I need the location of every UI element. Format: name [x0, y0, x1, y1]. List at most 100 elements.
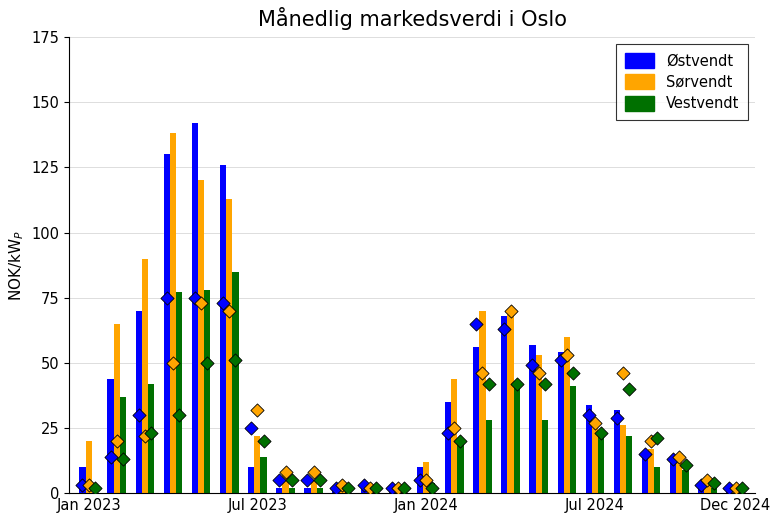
Bar	[289, 488, 295, 493]
Point	[223, 307, 236, 315]
Bar	[508, 311, 514, 493]
Point	[251, 406, 264, 414]
Point	[526, 361, 539, 370]
Bar	[192, 123, 198, 493]
Point	[555, 356, 567, 365]
Bar	[620, 425, 626, 493]
Bar	[276, 488, 282, 493]
Bar	[704, 480, 711, 493]
Bar	[445, 402, 451, 493]
Point	[420, 476, 432, 484]
Bar	[514, 381, 519, 493]
Bar	[542, 420, 548, 493]
Bar	[310, 480, 317, 493]
Point	[307, 468, 320, 476]
Point	[273, 476, 285, 484]
Bar	[570, 386, 576, 493]
Point	[398, 484, 410, 492]
Bar	[670, 459, 676, 493]
Bar	[108, 379, 114, 493]
Point	[201, 359, 214, 367]
Point	[695, 481, 707, 489]
Bar	[395, 488, 401, 493]
Bar	[417, 467, 423, 493]
Bar	[176, 292, 183, 493]
Point	[329, 484, 342, 492]
Point	[76, 481, 89, 489]
Point	[161, 294, 173, 302]
Point	[189, 294, 201, 302]
Bar	[502, 316, 508, 493]
Bar	[339, 485, 345, 493]
Point	[454, 437, 466, 445]
Bar	[598, 436, 604, 493]
Point	[167, 359, 179, 367]
Bar	[451, 379, 457, 493]
Bar	[204, 290, 211, 493]
Bar	[232, 271, 239, 493]
Point	[561, 351, 573, 359]
Point	[639, 450, 651, 458]
Bar	[698, 485, 704, 493]
Bar	[360, 488, 367, 493]
Bar	[564, 337, 570, 493]
Bar	[739, 488, 745, 493]
Point	[617, 369, 629, 378]
Point	[498, 325, 511, 333]
Bar	[373, 488, 379, 493]
Bar	[304, 488, 310, 493]
Bar	[682, 470, 689, 493]
Point	[651, 434, 664, 443]
Bar	[480, 311, 485, 493]
Bar	[711, 488, 717, 493]
Point	[392, 484, 404, 492]
Bar	[198, 180, 204, 493]
Bar	[282, 472, 289, 493]
Bar	[732, 488, 739, 493]
Bar	[558, 353, 564, 493]
Point	[301, 476, 314, 484]
Point	[482, 380, 495, 388]
Bar	[317, 488, 323, 493]
Point	[701, 476, 714, 484]
Point	[357, 481, 370, 489]
Bar	[220, 165, 226, 493]
Point	[426, 484, 438, 492]
Bar	[254, 436, 261, 493]
Bar	[367, 488, 373, 493]
Point	[229, 356, 242, 365]
Point	[595, 429, 608, 437]
Point	[111, 437, 123, 445]
Point	[342, 484, 354, 492]
Point	[673, 452, 686, 461]
Bar	[626, 436, 633, 493]
Bar	[114, 324, 120, 493]
Bar	[148, 384, 154, 493]
Point	[83, 481, 95, 489]
Point	[245, 424, 257, 432]
Point	[195, 299, 207, 307]
Bar	[388, 488, 395, 493]
Point	[567, 369, 580, 378]
Bar	[614, 410, 620, 493]
Point	[667, 455, 679, 463]
Bar	[142, 258, 148, 493]
Bar	[120, 397, 126, 493]
Point	[257, 437, 270, 445]
Bar	[485, 420, 491, 493]
Point	[314, 476, 326, 484]
Bar	[332, 488, 339, 493]
Point	[363, 484, 376, 492]
Title: Månedlig markedsverdi i Oslo: Månedlig markedsverdi i Oslo	[257, 7, 566, 30]
Point	[505, 307, 517, 315]
Bar	[586, 405, 592, 493]
Point	[370, 484, 382, 492]
Legend: Østvendt, Sørvendt, Vestvendt: Østvendt, Sørvendt, Vestvendt	[616, 44, 748, 120]
Point	[679, 460, 692, 469]
Bar	[86, 441, 92, 493]
Point	[335, 481, 348, 489]
Point	[729, 484, 742, 492]
Point	[470, 320, 483, 328]
Bar	[226, 199, 232, 493]
Point	[145, 429, 158, 437]
